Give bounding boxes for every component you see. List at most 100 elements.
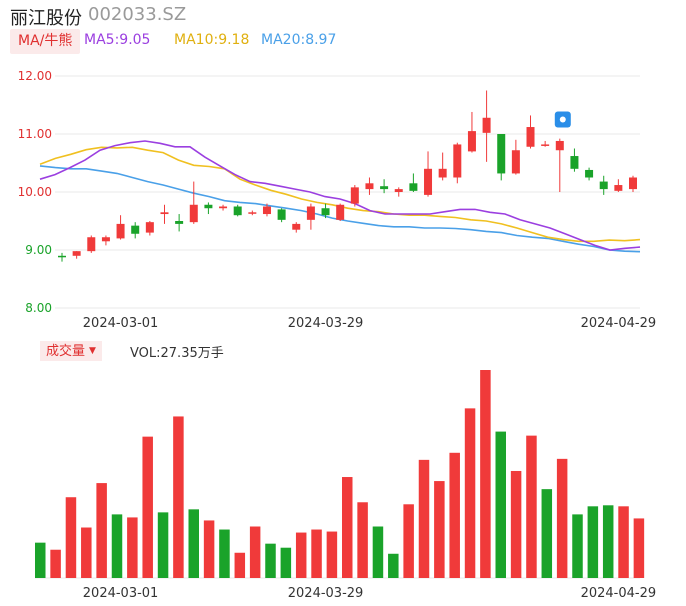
- volume-bar: [388, 553, 399, 578]
- candle-body: [526, 127, 535, 147]
- volume-bar: [342, 477, 353, 578]
- volume-bar: [526, 435, 537, 578]
- volume-bar: [618, 506, 629, 578]
- x-tick-label: 2024-04-29: [581, 316, 657, 331]
- volume-bar: [434, 481, 445, 578]
- candle-body: [87, 237, 96, 252]
- stock-name: 丽江股份: [10, 8, 82, 29]
- volume-bar: [449, 452, 460, 578]
- volume-bar: [480, 370, 491, 578]
- candle-body: [629, 177, 637, 190]
- news-marker-dot: [559, 116, 566, 123]
- volume-bar: [265, 543, 276, 578]
- candle-body: [72, 251, 81, 256]
- ma5-legend: MA5:9.05: [84, 32, 151, 48]
- candle-body: [233, 206, 242, 216]
- candle-body: [292, 223, 301, 230]
- candle-body: [321, 208, 330, 216]
- volume-bar: [572, 514, 583, 578]
- volume-bar: [280, 547, 292, 578]
- volume-bar: [81, 527, 92, 578]
- volume-bar: [111, 514, 123, 578]
- candle-body: [350, 187, 359, 204]
- x-tick-label: 2024-03-01: [83, 586, 159, 601]
- x-tick-label: 2024-03-01: [83, 316, 159, 331]
- y-tick-label: 10.00: [18, 185, 52, 199]
- volume-bar: [219, 529, 230, 578]
- volume-bar: [556, 458, 568, 578]
- volume-bar: [65, 497, 77, 578]
- volume-bar: [633, 518, 645, 578]
- ma5-line: [39, 140, 641, 251]
- candle-body: [585, 169, 594, 178]
- candle-body: [175, 221, 184, 224]
- candle-body: [204, 204, 213, 209]
- candle-body: [262, 206, 271, 215]
- volume-bar: [587, 506, 599, 578]
- volume-bar: [188, 509, 199, 578]
- stock-code: 002033.SZ: [88, 4, 187, 25]
- candle-body: [511, 150, 520, 174]
- volume-bar: [541, 489, 553, 578]
- ma20-legend: MA20:8.97: [261, 32, 337, 48]
- volume-bar: [372, 526, 384, 578]
- candle-body: [189, 204, 198, 223]
- candle-body: [101, 237, 110, 242]
- ma10-legend: MA10:9.18: [174, 32, 250, 48]
- candle-body: [424, 168, 433, 195]
- volume-bar: [234, 552, 246, 578]
- candle-body: [116, 223, 125, 239]
- volume-bar: [35, 542, 46, 578]
- volume-value: VOL:27.35万手: [130, 346, 224, 361]
- candle-body: [570, 156, 579, 169]
- candle-body: [145, 222, 154, 233]
- volume-label: 成交量: [46, 344, 86, 359]
- candle-body: [394, 189, 403, 192]
- candle-body: [306, 206, 315, 220]
- candle-body: [248, 212, 257, 214]
- indicator-selector[interactable]: MA/牛熊: [10, 29, 81, 54]
- x-tick-label: 2024-04-29: [581, 586, 657, 601]
- candle-body: [409, 183, 418, 191]
- candle-body: [336, 204, 345, 220]
- volume-bar: [403, 504, 414, 578]
- volume-bar: [295, 532, 307, 578]
- caret-down-icon: ▼: [89, 346, 96, 356]
- volume-indicator-selector[interactable]: 成交量 ▼: [40, 341, 102, 361]
- candle-body: [365, 183, 374, 190]
- volume-bar: [464, 408, 476, 578]
- volume-bar: [311, 529, 322, 578]
- volume-bar: [157, 512, 169, 578]
- volume-bar: [50, 549, 61, 578]
- candle-body: [453, 144, 462, 178]
- volume-bar: [495, 431, 506, 578]
- volume-bar: [203, 520, 215, 578]
- candle-body: [219, 206, 228, 209]
- candle-body: [541, 144, 550, 146]
- volume-bar: [142, 436, 153, 578]
- volume-bar: [127, 517, 138, 578]
- candle-body: [555, 140, 564, 151]
- y-tick-label: 12.00: [18, 69, 52, 83]
- candle-body: [599, 181, 608, 190]
- volume-bar: [357, 502, 368, 578]
- y-tick-label: 11.00: [18, 127, 52, 141]
- volume-bar: [96, 483, 107, 578]
- x-tick-label: 2024-03-29: [288, 586, 364, 601]
- y-tick-label: 9.00: [25, 243, 52, 257]
- y-tick-label: 8.00: [25, 301, 52, 315]
- volume-bar: [602, 505, 614, 578]
- candle-body: [438, 168, 447, 178]
- x-tick-label: 2024-03-29: [288, 316, 364, 331]
- candle-body: [277, 209, 286, 220]
- candle-body: [131, 225, 140, 234]
- candle-body: [160, 212, 169, 215]
- candle-body: [467, 131, 476, 152]
- candle-body: [58, 255, 66, 258]
- candle-body: [497, 134, 506, 174]
- volume-bar: [173, 416, 184, 578]
- candle-body: [614, 185, 623, 191]
- candle-body: [380, 186, 389, 190]
- volume-bar: [326, 531, 338, 578]
